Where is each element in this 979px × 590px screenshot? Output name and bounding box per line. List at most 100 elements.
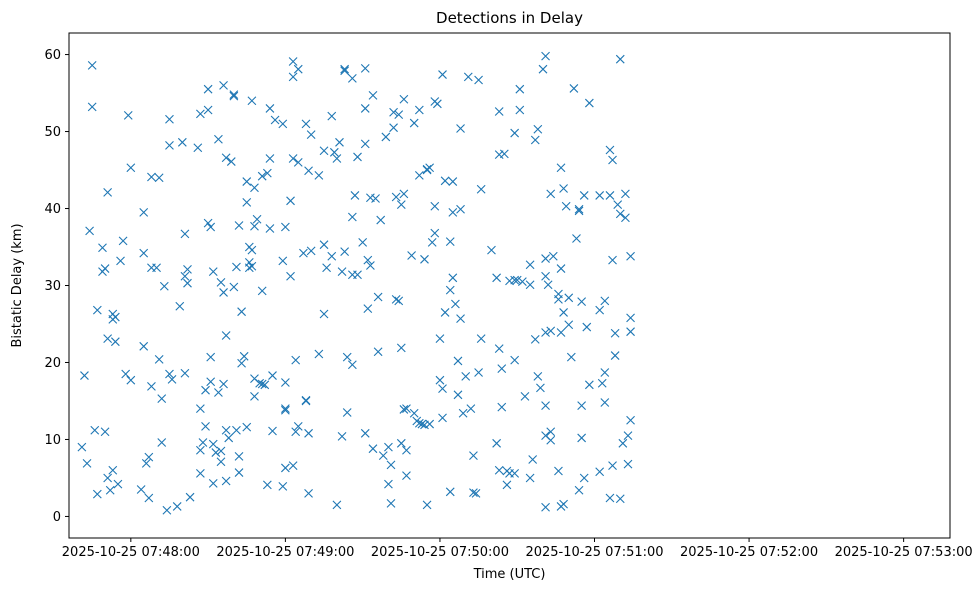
- data-point: [448, 273, 458, 283]
- data-point: [306, 130, 316, 140]
- data-point: [546, 435, 556, 445]
- x-tick-label: 2025-10-25 07:51:00: [525, 545, 663, 560]
- data-point: [234, 468, 244, 477]
- data-point: [554, 294, 563, 304]
- data-point: [177, 137, 187, 147]
- data-point: [384, 479, 393, 489]
- data-point: [257, 171, 267, 181]
- data-point: [180, 271, 190, 281]
- data-point: [497, 364, 507, 374]
- data-point: [497, 402, 507, 412]
- data-point: [319, 309, 329, 319]
- data-point: [172, 502, 182, 511]
- data-point: [301, 396, 311, 406]
- data-point: [92, 305, 102, 315]
- data-point: [559, 499, 568, 509]
- data-point: [458, 408, 468, 418]
- data-point: [515, 105, 525, 115]
- data-point: [517, 277, 527, 287]
- data-point: [394, 296, 404, 306]
- data-point: [360, 64, 370, 73]
- data-point: [561, 201, 571, 211]
- data-point: [605, 191, 615, 200]
- data-point: [371, 194, 380, 203]
- data-point: [453, 390, 463, 400]
- y-tick-label: 0: [53, 510, 61, 525]
- y-tick-label: 50: [44, 125, 61, 140]
- data-point: [203, 84, 213, 94]
- data-point: [440, 176, 450, 186]
- data-point: [139, 341, 149, 351]
- data-point: [265, 104, 275, 113]
- data-point: [110, 337, 120, 347]
- data-point: [386, 460, 396, 470]
- data-point: [183, 264, 192, 274]
- data-point: [451, 299, 460, 309]
- data-point: [252, 214, 262, 224]
- data-point: [337, 431, 347, 441]
- data-point: [502, 480, 512, 490]
- data-point: [525, 473, 535, 483]
- data-point: [615, 209, 625, 219]
- data-point: [566, 352, 576, 362]
- data-points: [77, 51, 635, 515]
- data-point: [554, 466, 563, 476]
- data-point: [510, 468, 520, 478]
- data-point: [183, 278, 192, 288]
- data-point: [546, 326, 556, 336]
- data-point: [582, 322, 592, 332]
- data-point: [445, 487, 455, 497]
- data-point: [332, 500, 342, 510]
- data-point: [288, 57, 298, 66]
- data-point: [347, 360, 357, 370]
- data-point: [180, 368, 190, 378]
- y-tick-label: 20: [44, 356, 61, 371]
- data-point: [247, 96, 257, 106]
- data-point: [440, 308, 450, 317]
- data-point: [329, 147, 339, 157]
- data-point: [541, 51, 550, 61]
- data-point: [595, 305, 605, 315]
- data-point: [533, 124, 543, 134]
- data-point: [268, 371, 277, 380]
- data-point: [306, 246, 316, 256]
- data-point: [510, 128, 520, 138]
- data-point: [113, 479, 123, 489]
- data-point: [208, 478, 218, 488]
- data-point: [577, 401, 587, 410]
- data-point: [185, 492, 195, 502]
- data-point: [368, 90, 378, 100]
- data-point: [268, 426, 277, 436]
- data-point: [257, 379, 267, 389]
- data-point: [564, 320, 574, 330]
- data-point: [234, 221, 244, 230]
- data-point: [167, 375, 177, 384]
- data-point: [492, 438, 502, 448]
- data-point: [280, 463, 290, 473]
- data-point: [363, 255, 373, 265]
- data-point: [399, 405, 409, 414]
- data-point: [257, 286, 267, 296]
- data-point: [288, 461, 298, 471]
- data-point: [319, 146, 329, 156]
- data-point: [239, 351, 249, 361]
- data-point: [402, 471, 411, 481]
- data-point: [103, 473, 113, 483]
- data-point: [139, 207, 149, 217]
- data-point: [208, 267, 218, 277]
- data-point: [304, 488, 313, 498]
- data-point: [214, 388, 223, 397]
- data-point: [87, 102, 97, 112]
- data-point: [340, 247, 350, 257]
- data-point: [304, 428, 313, 438]
- data-point: [195, 404, 205, 414]
- data-point: [193, 143, 203, 153]
- data-point: [100, 264, 110, 273]
- data-point: [608, 155, 617, 165]
- data-point: [340, 64, 350, 74]
- data-point: [471, 488, 481, 498]
- data-point: [445, 237, 455, 247]
- data-point: [381, 132, 391, 142]
- data-point: [626, 313, 635, 323]
- data-point: [221, 153, 231, 163]
